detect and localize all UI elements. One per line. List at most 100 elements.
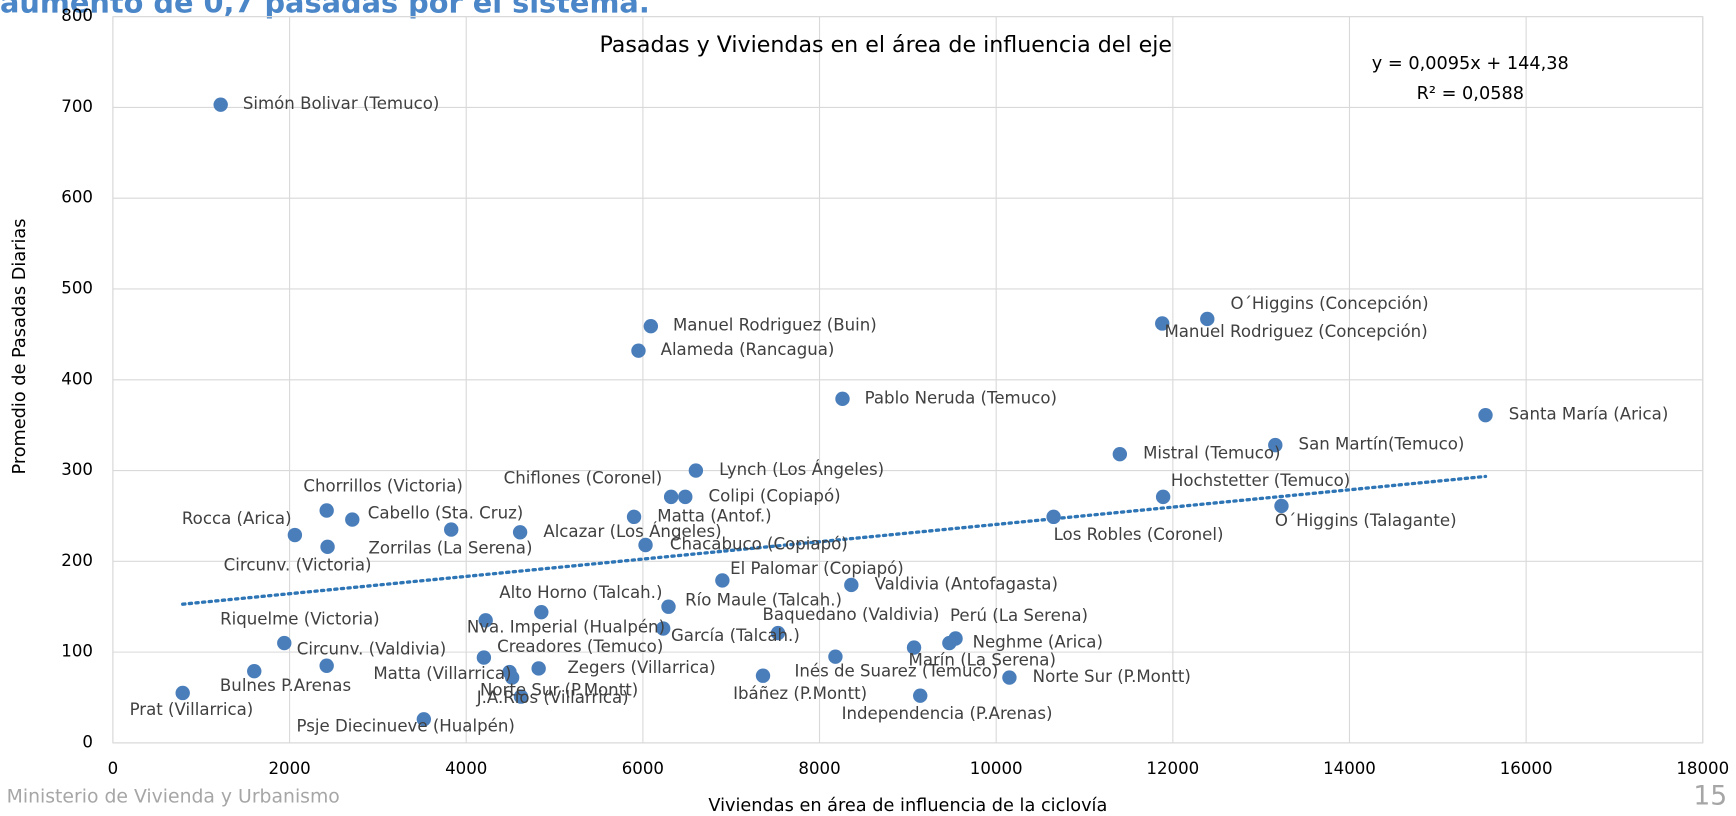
point-label: Los Robles (Coronel) bbox=[1054, 525, 1224, 544]
equation: y = 0,0095x + 144,38 bbox=[1372, 54, 1569, 74]
x-tick-label: 2000 bbox=[268, 759, 310, 778]
data-point bbox=[287, 527, 303, 543]
data-point bbox=[513, 689, 529, 704]
data-point bbox=[247, 663, 262, 679]
data-point bbox=[444, 522, 459, 537]
chart-title: Pasadas y Viviendas en el área de influe… bbox=[599, 32, 1172, 58]
x-tick-label: 0 bbox=[108, 759, 119, 778]
page-number: 15 bbox=[1693, 781, 1727, 812]
data-point bbox=[942, 635, 957, 651]
data-point bbox=[828, 649, 843, 664]
point-label: Nva. Imperial (Hualpén) bbox=[467, 618, 665, 637]
data-point bbox=[1112, 447, 1128, 462]
point-label: Circunv. (Victoria) bbox=[224, 556, 372, 575]
point-label: Simón Bolivar (Temuco) bbox=[243, 94, 440, 113]
point-label: San Martín(Temuco) bbox=[1299, 435, 1465, 454]
data-point bbox=[1274, 498, 1289, 514]
point-label: Chiflones (Coronel) bbox=[504, 469, 663, 488]
point-label: Río Maule (Talcah.) bbox=[685, 591, 842, 610]
data-point bbox=[678, 489, 693, 505]
y-axis-label: Promedio de Pasadas Diarias bbox=[10, 219, 30, 475]
data-point bbox=[755, 668, 771, 683]
data-point bbox=[626, 509, 642, 525]
point-label: García (Talcah.) bbox=[671, 626, 800, 645]
point-label: Baquedano (Valdivia) bbox=[763, 605, 940, 624]
data-point bbox=[476, 650, 492, 665]
footer-organization: Ministerio de Vivienda y Urbanismo bbox=[7, 787, 340, 808]
data-point bbox=[277, 635, 292, 651]
data-point bbox=[345, 512, 360, 527]
data-point bbox=[1155, 489, 1171, 505]
point-label: Independencia (P.Arenas) bbox=[842, 704, 1053, 723]
y-tick-label: 200 bbox=[61, 551, 93, 570]
data-point bbox=[319, 503, 334, 518]
x-tick-label: 4000 bbox=[445, 759, 487, 778]
y-tick-label: 500 bbox=[61, 278, 93, 297]
point-label: Rocca (Arica) bbox=[182, 509, 292, 528]
point-label: Hochstetter (Temuco) bbox=[1171, 471, 1350, 490]
data-point bbox=[715, 573, 730, 588]
y-tick-label: 600 bbox=[61, 188, 93, 207]
data-point bbox=[1268, 437, 1283, 453]
point-label: Norte Sur (P.Montt) bbox=[1033, 667, 1191, 686]
point-label: Zegers (Villarrica) bbox=[567, 658, 715, 677]
point-label: Lynch (Los Ángeles) bbox=[719, 460, 884, 479]
point-label: Ibáñez (P.Montt) bbox=[733, 684, 867, 703]
point-label: Perú (La Serena) bbox=[950, 606, 1088, 625]
point-label: Psje Diecinueve (Hualpén) bbox=[297, 717, 515, 736]
point-label: Mistral (Temuco) bbox=[1143, 444, 1280, 463]
point-label: Santa María (Arica) bbox=[1509, 405, 1669, 424]
data-point bbox=[643, 319, 659, 334]
data-point bbox=[913, 688, 928, 703]
point-label: Inés de Suarez (Temuco) bbox=[794, 662, 998, 681]
point-label: O´Higgins (Concepción) bbox=[1231, 294, 1429, 313]
data-point bbox=[531, 661, 546, 676]
point-label: Manuel Rodriguez (Concepción) bbox=[1164, 322, 1427, 341]
y-tick-label: 800 bbox=[61, 6, 93, 25]
data-point bbox=[835, 391, 850, 407]
point-label: El Palomar (Copiapó) bbox=[730, 559, 904, 578]
data-point bbox=[906, 640, 922, 655]
x-axis-label: Viviendas en área de influencia de la ci… bbox=[708, 796, 1107, 816]
data-point bbox=[844, 577, 859, 593]
point-label: Marín (La Serena) bbox=[909, 650, 1056, 669]
data-point bbox=[655, 621, 671, 636]
header-text: aumento de 0,7 pasadas por el sistema. bbox=[0, 0, 650, 19]
point-label: Chorrillos (Victoria) bbox=[303, 477, 462, 496]
point-label: Bulnes P.Arenas bbox=[220, 676, 351, 695]
trendline bbox=[181, 474, 1488, 606]
point-label: Colipi (Copiapó) bbox=[709, 486, 841, 505]
x-tick-label: 8000 bbox=[798, 759, 840, 778]
data-point bbox=[416, 712, 432, 727]
x-tick-label: 6000 bbox=[622, 759, 664, 778]
point-label: O´Higgins (Talagante) bbox=[1275, 511, 1457, 530]
data-point bbox=[504, 670, 520, 685]
data-point bbox=[638, 537, 653, 553]
x-tick-label: 12000 bbox=[1146, 759, 1199, 778]
y-tick-label: 700 bbox=[61, 97, 93, 116]
y-tick-label: 300 bbox=[61, 460, 93, 479]
data-point bbox=[770, 625, 786, 641]
data-point bbox=[512, 525, 528, 540]
point-label: Chacabuco (Copiapó) bbox=[670, 534, 848, 553]
point-label: Riquelme (Victoria) bbox=[220, 609, 380, 628]
x-tick-label: 10000 bbox=[970, 759, 1023, 778]
point-label: Creadores (Temuco) bbox=[497, 637, 663, 656]
data-point bbox=[663, 489, 679, 505]
r-squared: R² = 0,0588 bbox=[1417, 84, 1524, 104]
data-point bbox=[688, 463, 704, 478]
x-tick-label: 18000 bbox=[1676, 759, 1729, 778]
data-point bbox=[1200, 311, 1215, 327]
point-label: Cabello (Sta. Cruz) bbox=[368, 504, 524, 523]
point-label: Matta (Villarrica) bbox=[373, 664, 511, 683]
data-point bbox=[661, 599, 676, 614]
point-label: Alcazar (Los Ángeles) bbox=[543, 522, 721, 541]
x-tick-label: 16000 bbox=[1500, 759, 1553, 778]
point-label: Prat (Villarrica) bbox=[130, 700, 254, 719]
data-point bbox=[1155, 316, 1170, 331]
point-label: Valdivia (Antofagasta) bbox=[875, 574, 1058, 593]
data-point bbox=[320, 539, 335, 555]
point-label: Neghme (Arica) bbox=[973, 633, 1103, 652]
